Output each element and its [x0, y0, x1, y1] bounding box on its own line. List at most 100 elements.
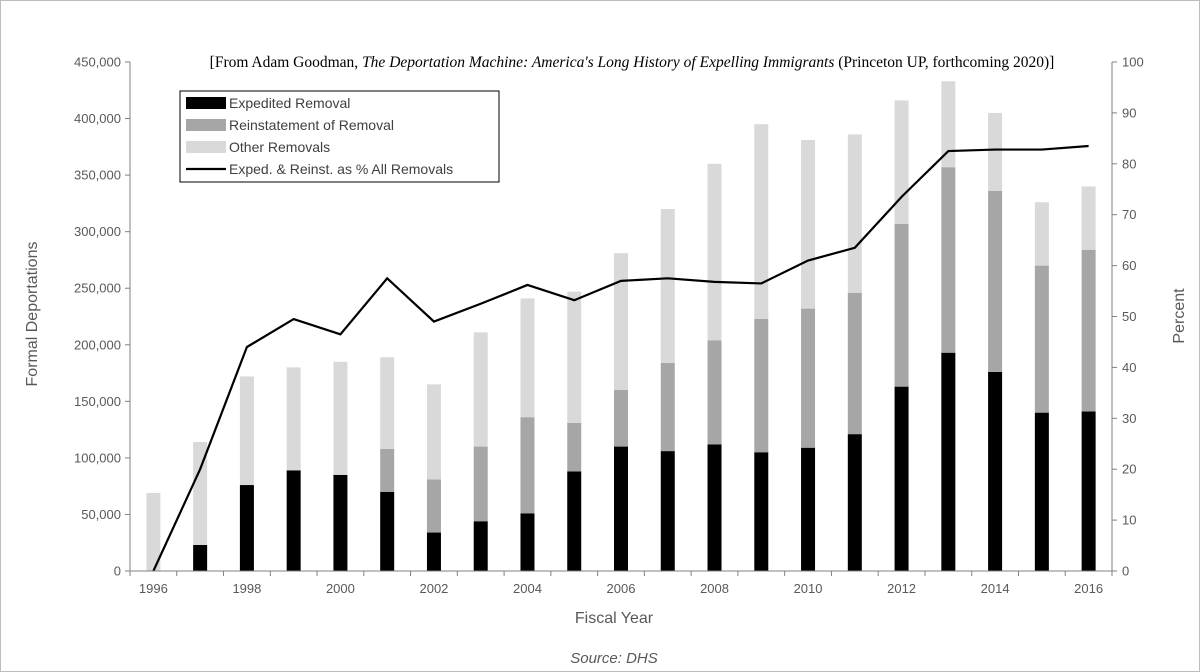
x-tick-label: 2000 — [326, 581, 355, 596]
x-tick-label: 2016 — [1074, 581, 1103, 596]
y-tick-label: 200,000 — [74, 337, 121, 352]
bar-other-removals-2016 — [1081, 186, 1096, 250]
bar-expedited-removal-2013 — [941, 352, 956, 571]
bar-reinstatement-of-removal-2001 — [380, 448, 395, 492]
y-tick-label: 150,000 — [74, 394, 121, 409]
y-tick-label: 250,000 — [74, 281, 121, 296]
y-axis-title: Formal Deportations — [24, 242, 41, 387]
y-tick-label: 350,000 — [74, 168, 121, 183]
bar-expedited-removal-2007 — [660, 451, 675, 571]
bar-other-removals-2004 — [520, 298, 535, 418]
y-tick-label: 400,000 — [74, 111, 121, 126]
bar-other-removals-1999 — [286, 367, 301, 471]
bar-reinstatement-of-removal-2016 — [1081, 249, 1096, 412]
bar-expedited-removal-2008 — [707, 444, 722, 571]
y-right-tick-label: 60 — [1122, 258, 1136, 273]
x-axis-title: Fiscal Year — [575, 610, 654, 627]
axes-group: 0 50,000 100,000 150,000 200,000 250,000 300,0… — [74, 55, 1144, 597]
bar-expedited-removal-2012 — [894, 386, 909, 571]
bar-expedited-removal-2003 — [473, 521, 488, 571]
legend-label-1: Reinstatement of Removal — [229, 117, 394, 133]
legend-swatch-2 — [186, 141, 226, 153]
bar-reinstatement-of-removal-2014 — [988, 190, 1003, 372]
bar-expedited-removal-2010 — [801, 447, 816, 571]
x-tick-label: 2012 — [887, 581, 916, 596]
legend-label-3: Exped. & Reinst. as % All Removals — [229, 161, 453, 177]
bar-other-removals-2001 — [380, 357, 395, 449]
bar-other-removals-2003 — [473, 332, 488, 447]
bar-other-removals-1996 — [146, 492, 161, 571]
bar-expedited-removal-2009 — [754, 452, 769, 571]
bar-other-removals-2011 — [847, 134, 862, 293]
y-right-tick-label: 30 — [1122, 411, 1136, 426]
y-tick-label: 100,000 — [74, 450, 121, 465]
bar-reinstatement-of-removal-2006 — [614, 390, 628, 447]
bar-expedited-removal-2005 — [567, 471, 582, 571]
legend-box — [179, 90, 500, 183]
x-tick-label: 2006 — [607, 581, 636, 596]
bar-reinstatement-of-removal-2011 — [847, 292, 862, 435]
source-note: Source: DHS — [570, 650, 658, 667]
bar-reinstatement-of-removal-2010 — [801, 308, 816, 448]
legend-label-0: Expedited Removal — [229, 95, 350, 111]
bar-other-removals-2007 — [660, 209, 675, 363]
y-tick-label: 450,000 — [74, 55, 121, 70]
bar-other-removals-2006 — [614, 253, 628, 391]
y-right-tick-label: 0 — [1122, 564, 1129, 579]
bar-other-removals-2014 — [988, 112, 1003, 191]
bar-reinstatement-of-removal-2009 — [754, 318, 769, 453]
bar-other-removals-2009 — [754, 124, 769, 319]
bar-other-removals-1998 — [239, 376, 254, 486]
x-tick-label: 2014 — [981, 581, 1010, 596]
bar-reinstatement-of-removal-2013 — [941, 167, 956, 353]
bar-reinstatement-of-removal-2002 — [426, 479, 441, 533]
bar-expedited-removal-2011 — [847, 434, 862, 571]
legend: Expedited Removal Reinstatement of Remova… — [179, 90, 500, 183]
bar-other-removals-2015 — [1034, 202, 1049, 266]
bar-expedited-removal-1997 — [193, 544, 208, 571]
x-tick-label: 2010 — [794, 581, 823, 596]
bar-other-removals-2005 — [567, 291, 582, 423]
bar-other-removals-1997 — [193, 442, 208, 545]
bar-expedited-removal-2006 — [614, 446, 628, 571]
bar-expedited-removal-2015 — [1034, 412, 1049, 571]
bar-other-removals-2012 — [894, 100, 909, 224]
percent-line-group — [152, 144, 1089, 572]
bar-other-removals-2013 — [941, 81, 956, 168]
bar-other-removals-2002 — [426, 384, 441, 480]
bar-other-removals-2008 — [707, 163, 722, 341]
legend-swatch-0 — [186, 97, 226, 109]
bar-expedited-removal-2014 — [988, 371, 1003, 571]
bar-reinstatement-of-removal-2004 — [520, 417, 535, 514]
bar-expedited-removal-1998 — [239, 485, 254, 571]
bar-reinstatement-of-removal-2007 — [660, 362, 675, 452]
y-tick-label: 50,000 — [81, 507, 121, 522]
y-tick-label: 300,000 — [74, 224, 121, 239]
bar-other-removals-2010 — [801, 140, 816, 309]
bar-expedited-removal-2002 — [426, 532, 441, 571]
y-right-tick-label: 70 — [1122, 207, 1136, 222]
bar-expedited-removal-2000 — [333, 474, 348, 571]
legend-swatch-1 — [186, 119, 226, 131]
y-right-tick-label: 90 — [1122, 105, 1136, 120]
x-tick-label: 1998 — [232, 581, 261, 596]
y-right-tick-label: 50 — [1122, 309, 1136, 324]
bar-expedited-removal-2016 — [1081, 411, 1096, 571]
x-tick-label: 2002 — [419, 581, 448, 596]
bar-expedited-removal-2004 — [520, 513, 535, 571]
x-tick-label: 1996 — [139, 581, 168, 596]
x-tick-label: 2008 — [700, 581, 729, 596]
bar-expedited-removal-2001 — [380, 491, 395, 571]
bar-other-removals-2000 — [333, 361, 348, 475]
y-right-tick-label: 100 — [1122, 55, 1144, 70]
x-tick-label: 2004 — [513, 581, 542, 596]
y-right-tick-label: 20 — [1122, 462, 1136, 477]
y-right-tick-label: 40 — [1122, 360, 1136, 375]
y-tick-label: 0 — [114, 564, 121, 579]
bar-expedited-removal-1999 — [286, 470, 301, 571]
bar-reinstatement-of-removal-2008 — [707, 340, 722, 445]
bar-reinstatement-of-removal-2005 — [567, 422, 582, 472]
chart-citation: [From Adam Goodman, The Deportation Mach… — [210, 54, 1055, 71]
bar-reinstatement-of-removal-2003 — [473, 446, 488, 522]
